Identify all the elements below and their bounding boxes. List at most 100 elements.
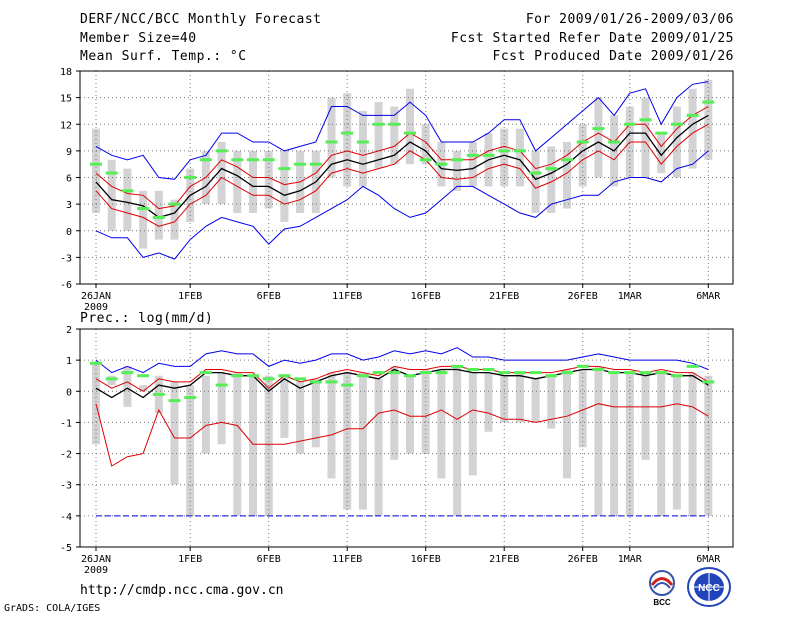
observed-marker bbox=[482, 153, 495, 157]
observed-marker bbox=[623, 371, 636, 375]
ensemble-box bbox=[625, 372, 634, 516]
observed-marker bbox=[325, 140, 338, 144]
ensemble-box bbox=[563, 369, 571, 479]
observed-marker bbox=[90, 162, 102, 166]
series-upper-spread bbox=[95, 106, 709, 210]
ensemble-box bbox=[672, 106, 681, 178]
observed-marker bbox=[435, 371, 448, 375]
ensemble-box bbox=[657, 372, 666, 516]
ensemble-box bbox=[594, 97, 603, 178]
bcc-logo: BCC bbox=[649, 570, 675, 607]
ensemble-box bbox=[249, 150, 257, 213]
observed-marker bbox=[670, 374, 683, 378]
observed-marker bbox=[309, 380, 322, 384]
x-tick-label: 16FEB bbox=[411, 291, 441, 302]
precip-panel-title: Prec.: log(mm/d) bbox=[80, 311, 213, 326]
observed-marker bbox=[325, 380, 338, 384]
observed-marker bbox=[262, 377, 275, 381]
y-tick-label: -4 bbox=[60, 512, 72, 523]
series-lower-spread bbox=[95, 123, 709, 227]
observed-marker bbox=[309, 162, 322, 166]
y-tick-label: 18 bbox=[60, 67, 72, 78]
ensemble-box bbox=[563, 142, 571, 209]
y-tick-label: 1 bbox=[66, 356, 72, 367]
ensemble-box bbox=[217, 142, 226, 205]
ensemble-box bbox=[421, 124, 430, 165]
ensemble-box bbox=[296, 381, 305, 454]
x-year-label: 2009 bbox=[84, 302, 108, 313]
y-tick-label: 0 bbox=[66, 387, 72, 398]
ensemble-box bbox=[468, 372, 477, 476]
ensemble-box bbox=[249, 375, 257, 516]
observed-marker bbox=[356, 374, 369, 378]
ensemble-box bbox=[280, 150, 289, 222]
observed-marker bbox=[388, 371, 401, 375]
observed-marker bbox=[513, 149, 526, 153]
observed-marker bbox=[294, 162, 307, 166]
x-tick-label: 1MAR bbox=[618, 291, 643, 302]
chart-title: DERF/NCC/BCC Monthly Forecast bbox=[80, 12, 322, 27]
ensemble-box bbox=[688, 88, 697, 169]
y-tick-label: 15 bbox=[60, 94, 72, 105]
observed-marker bbox=[137, 374, 150, 378]
observed-marker bbox=[686, 364, 699, 368]
observed-marker bbox=[121, 189, 134, 193]
observed-marker bbox=[404, 374, 416, 378]
y-tick-label: 6 bbox=[66, 174, 72, 185]
observed-marker bbox=[168, 202, 181, 206]
forecast-period-label: For 2009/01/26-2009/03/06 bbox=[525, 12, 734, 27]
observed-marker bbox=[561, 371, 573, 375]
ensemble-box bbox=[484, 372, 493, 432]
observed-marker bbox=[262, 158, 275, 162]
observed-marker bbox=[341, 131, 354, 135]
ensemble-box bbox=[531, 150, 540, 213]
observed-marker bbox=[90, 361, 102, 365]
observed-marker bbox=[105, 171, 118, 175]
ensemble-box bbox=[468, 142, 477, 187]
ensemble-box bbox=[123, 168, 132, 231]
x-tick-label: 21FEB bbox=[489, 554, 519, 565]
ensemble-box bbox=[139, 385, 148, 392]
y-tick-label: 2 bbox=[66, 325, 72, 336]
ensemble-box bbox=[358, 372, 367, 510]
series-ensemble-mean bbox=[95, 114, 709, 219]
observed-marker bbox=[639, 118, 652, 122]
observed-marker bbox=[482, 367, 495, 371]
ensemble-box bbox=[390, 366, 399, 460]
observed-marker bbox=[529, 171, 542, 175]
observed-marker bbox=[451, 158, 464, 162]
observed-marker bbox=[294, 377, 307, 381]
observed-marker bbox=[655, 131, 668, 135]
observed-marker bbox=[215, 383, 228, 387]
observed-marker bbox=[137, 207, 150, 211]
ensemble-box bbox=[201, 375, 210, 454]
x-year-label: 2009 bbox=[84, 565, 108, 576]
ensemble-box bbox=[578, 369, 587, 448]
observed-marker bbox=[184, 176, 197, 179]
y-tick-label: 12 bbox=[60, 120, 72, 131]
ensemble-box bbox=[531, 378, 540, 423]
observed-marker bbox=[184, 396, 197, 400]
x-tick-label: 6MAR bbox=[696, 291, 721, 302]
y-tick-label: -3 bbox=[60, 481, 72, 492]
observed-marker bbox=[419, 158, 432, 162]
ensemble-box bbox=[547, 375, 556, 429]
observed-marker bbox=[341, 383, 354, 387]
observed-marker bbox=[466, 153, 479, 157]
observed-marker bbox=[278, 374, 291, 378]
observed-marker bbox=[231, 374, 244, 378]
series-ensemble-max bbox=[95, 347, 709, 374]
ensemble-box bbox=[437, 369, 446, 479]
ensemble-box bbox=[406, 375, 414, 454]
x-tick-label: 11FEB bbox=[332, 554, 362, 565]
forecast-produced-label: Fcst Produced Date 2009/01/26 bbox=[492, 49, 734, 64]
observed-marker bbox=[152, 215, 165, 219]
observed-marker bbox=[608, 371, 621, 375]
x-tick-label: 6FEB bbox=[257, 291, 281, 302]
chart-panel-2: -5 -4 -3 -2 -1 0 1 2 26JAN 1FEB 6FEB 11FEB 16FEB 21FE… bbox=[60, 325, 734, 576]
variable-label: Mean Surf. Temp.: °C bbox=[80, 49, 247, 64]
x-tick-label: 21FEB bbox=[489, 291, 519, 302]
source-url[interactable]: http://cmdp.ncc.cma.gov.cn bbox=[80, 583, 284, 598]
ensemble-box bbox=[280, 375, 289, 438]
